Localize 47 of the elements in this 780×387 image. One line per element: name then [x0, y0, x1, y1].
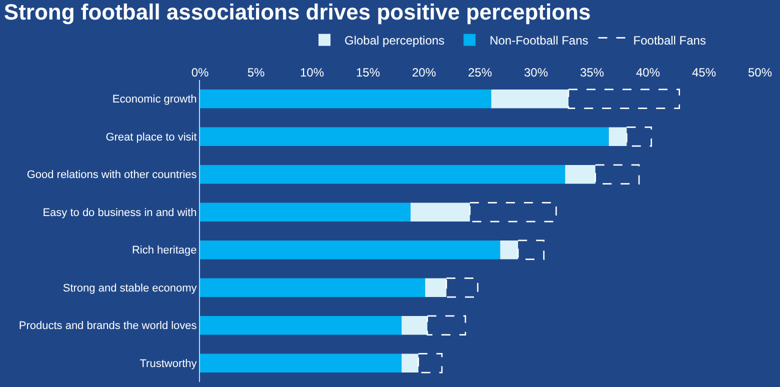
y-tick-label: Trustworthy	[140, 358, 198, 370]
bar	[200, 202, 411, 222]
bar	[200, 354, 402, 373]
bar	[626, 126, 652, 147]
bar	[410, 202, 470, 222]
bar	[469, 202, 557, 222]
legend-label: Global perceptions	[344, 34, 445, 48]
x-tick-label: 25%	[468, 66, 492, 80]
bar	[402, 354, 418, 373]
bar	[200, 316, 402, 335]
y-tick-label: Great place to visit	[106, 131, 197, 144]
chart-title: Strong football associations drives positive perceptions	[4, 0, 591, 24]
x-tick-label: 45%	[692, 66, 716, 80]
x-tick-label: 30%	[524, 66, 548, 80]
x-tick-label: 35%	[580, 66, 604, 80]
legend-label: Non-Football Fans	[490, 34, 588, 48]
y-tick-label: Rich heritage	[132, 244, 197, 257]
bar	[418, 353, 443, 374]
bar	[446, 278, 478, 298]
y-tick-label: Strong and stable economy	[62, 282, 198, 294]
bar	[200, 240, 500, 260]
bar	[500, 240, 518, 260]
bar	[594, 164, 640, 184]
bar	[200, 278, 426, 298]
bar	[491, 89, 568, 108]
bar	[517, 240, 544, 260]
legend-label: Football Fans	[633, 34, 706, 48]
bar	[608, 127, 627, 146]
y-tick-label: Products and brands the world loves	[18, 320, 198, 332]
x-tick-label: 5%	[247, 66, 265, 80]
y-tick-label: Good relations with other countries	[26, 169, 198, 182]
x-tick-label: 20%	[412, 66, 436, 80]
y-tick-label: Easy to do business in and with	[42, 206, 197, 219]
y-tick-label: Economic growth	[112, 94, 197, 106]
bar	[200, 127, 609, 146]
bar	[402, 316, 428, 335]
bar	[426, 315, 466, 336]
x-tick-label: 50%	[748, 66, 772, 80]
bar	[568, 88, 680, 109]
x-tick-label: 10%	[300, 66, 324, 80]
x-tick-label: 40%	[636, 66, 660, 80]
x-tick-label: 0%	[191, 66, 209, 80]
bar	[425, 278, 446, 298]
bar	[565, 164, 596, 184]
bar	[200, 164, 566, 184]
x-tick-label: 15%	[356, 66, 380, 80]
bar	[200, 89, 492, 108]
